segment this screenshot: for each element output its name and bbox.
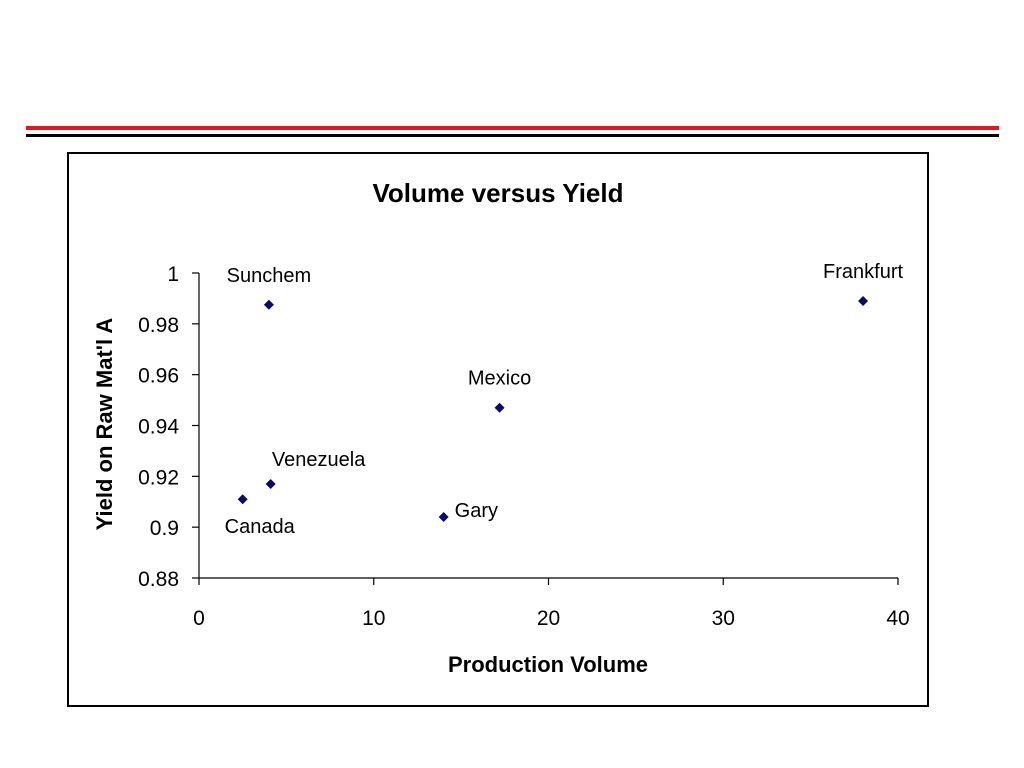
- y-tick-label: 1: [167, 263, 179, 286]
- y-tick-label: 0.98: [138, 314, 179, 337]
- y-axis-title: Yield on Raw Mat'l A: [92, 318, 117, 531]
- data-label: Sunchem: [227, 265, 312, 287]
- y-tick-label: 0.9: [150, 517, 179, 540]
- y-tick-label: 0.96: [138, 365, 179, 388]
- x-tick-label: 0: [193, 607, 205, 630]
- x-tick-label: 10: [362, 607, 385, 630]
- x-tick-label: 20: [537, 607, 560, 630]
- data-point: [858, 295, 869, 306]
- header-rule-black: [26, 134, 999, 137]
- data-point: [263, 299, 274, 310]
- data-label: Venezuela: [272, 449, 366, 471]
- chart-title: Volume versus Yield: [373, 178, 624, 208]
- x-tick-label: 40: [886, 607, 909, 630]
- chart-frame: [67, 152, 929, 707]
- data-point: [438, 512, 449, 522]
- data-points: Sunchem Frankfurt Mexico Venezuela Canada Gar…: [225, 261, 904, 538]
- x-tick-label: 30: [712, 607, 735, 630]
- x-axis-title: Production Volume: [448, 652, 648, 677]
- y-tick-label: 0.88: [138, 568, 179, 591]
- data-label: Frankfurt: [823, 261, 903, 283]
- data-label: Gary: [455, 500, 498, 522]
- axes: 0 10 20 30 40 0.88 0.9 0.92 0.94 0.96 0.98 1: [138, 263, 910, 630]
- data-label: Mexico: [468, 368, 531, 390]
- data-point: [237, 494, 248, 505]
- header-rule-red: [26, 126, 999, 130]
- data-label: Canada: [225, 516, 296, 538]
- data-point: [265, 478, 276, 489]
- y-tick-label: 0.94: [138, 416, 179, 439]
- data-point: [494, 402, 505, 413]
- y-tick-label: 0.92: [138, 466, 179, 489]
